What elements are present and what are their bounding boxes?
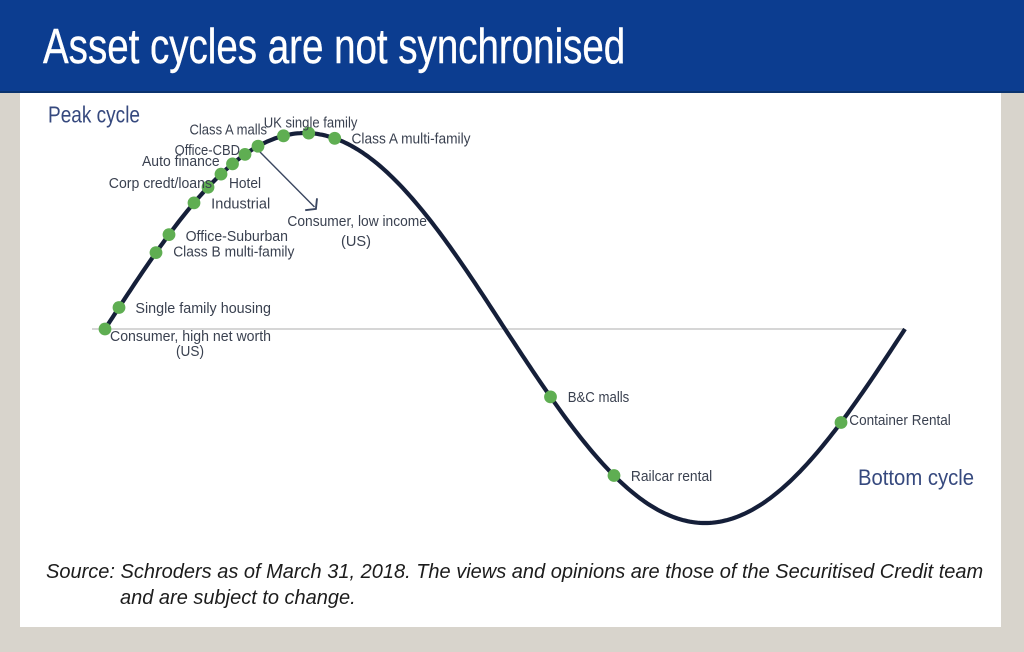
svg-text:Office-CBD: Office-CBD xyxy=(175,143,240,159)
svg-text:Industrial: Industrial xyxy=(211,197,270,213)
svg-text:(US): (US) xyxy=(341,234,371,250)
svg-text:Consumer, high net worth: Consumer, high net worth xyxy=(110,329,271,345)
svg-text:Auto finance: Auto finance xyxy=(142,154,220,170)
svg-text:Consumer, low income: Consumer, low income xyxy=(287,214,427,230)
svg-text:Corp credt/loans: Corp credt/loans xyxy=(109,176,212,192)
svg-text:Container Rental: Container Rental xyxy=(849,413,951,429)
svg-text:Bottom cycle: Bottom cycle xyxy=(858,465,974,490)
svg-text:UK single family: UK single family xyxy=(264,116,358,132)
svg-text:Class B multi-family: Class B multi-family xyxy=(173,245,295,261)
svg-text:B&C malls: B&C malls xyxy=(568,390,630,406)
svg-text:(US): (US) xyxy=(176,344,204,360)
svg-text:Class A multi-family: Class A multi-family xyxy=(352,132,472,148)
svg-text:Peak cycle: Peak cycle xyxy=(48,101,140,127)
svg-text:Office-Suburban: Office-Suburban xyxy=(186,229,288,245)
svg-text:Class A malls: Class A malls xyxy=(190,123,268,139)
svg-text:Railcar rental: Railcar rental xyxy=(631,469,712,485)
svg-text:Hotel: Hotel xyxy=(229,176,261,192)
svg-text:Single family housing: Single family housing xyxy=(135,301,271,317)
